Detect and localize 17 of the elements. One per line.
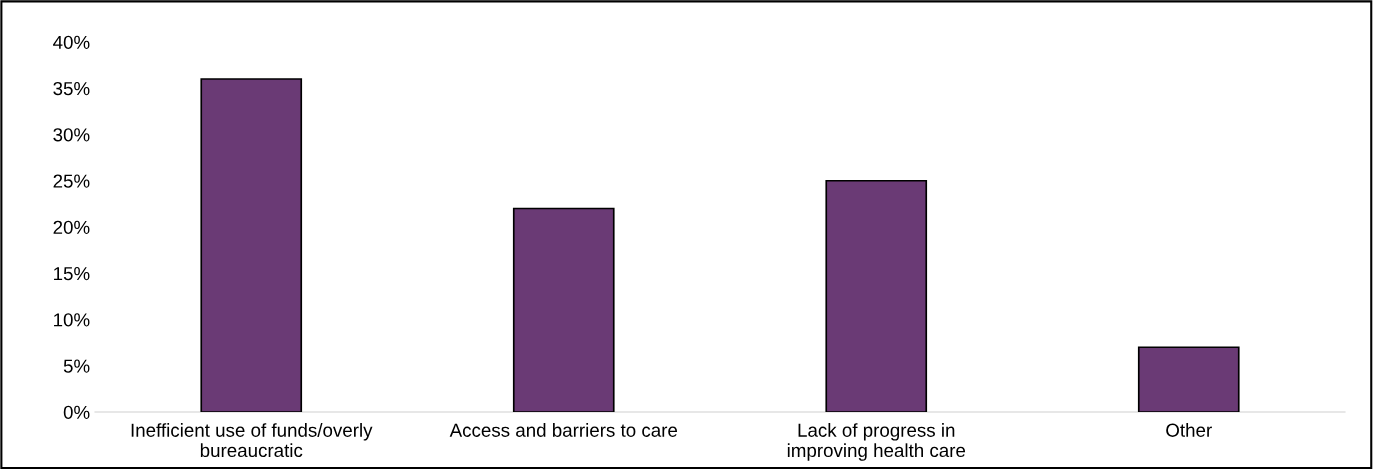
y-tick-label: 40% bbox=[53, 35, 90, 49]
y-tick-label: 30% bbox=[53, 128, 90, 142]
x-tick-label: Other bbox=[1166, 423, 1212, 437]
y-tick-label: 0% bbox=[63, 405, 90, 419]
bar bbox=[200, 78, 303, 412]
y-tick-label: 10% bbox=[54, 313, 90, 327]
bar bbox=[512, 207, 615, 412]
x-tick-label: Inefficient use of funds/overly bureaucratic bbox=[131, 423, 373, 458]
y-tick-label: 35% bbox=[53, 81, 90, 96]
bar bbox=[1137, 346, 1240, 412]
bar bbox=[825, 179, 928, 412]
y-tick-label: 25% bbox=[53, 174, 90, 188]
x-tick-label: Access and barriers to care bbox=[449, 423, 678, 437]
y-tick-label: 15% bbox=[54, 267, 90, 281]
y-tick-label: 20% bbox=[53, 220, 90, 234]
y-tick-label: 5% bbox=[63, 359, 90, 373]
x-tick-label: Lack of progress in improving health care bbox=[787, 423, 966, 461]
